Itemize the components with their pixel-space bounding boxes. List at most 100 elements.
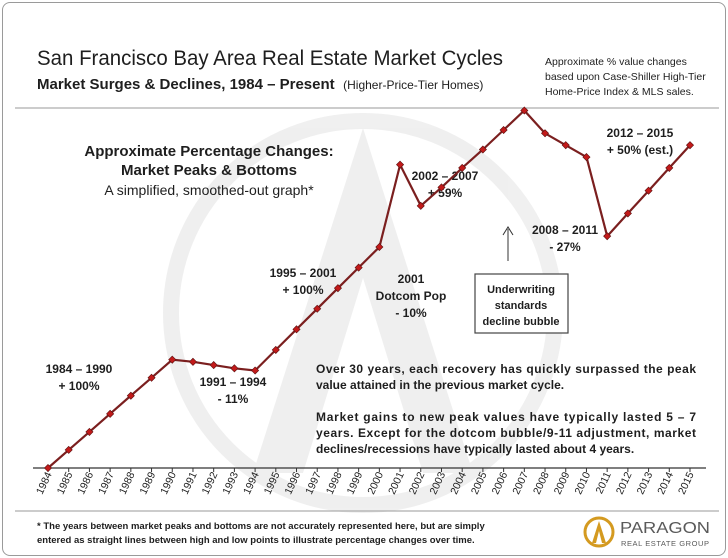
data-point-2008 (541, 129, 550, 138)
data-point-2007 (520, 106, 529, 115)
x-tick-label-1998: 1998 (324, 470, 345, 496)
x-tick-label-1991: 1991 (179, 470, 200, 496)
data-point-2010 (582, 153, 591, 162)
x-tick-label-2010: 2010 (572, 470, 593, 496)
data-point-1999 (354, 263, 363, 272)
x-tick-label-1985: 1985 (55, 470, 76, 496)
x-tick-label-1989: 1989 (138, 470, 159, 496)
annotation-2001-change: - 10% (395, 306, 427, 320)
data-point-1993 (230, 364, 239, 373)
underwriting-box (474, 273, 569, 334)
logo-mark-icon-inner (592, 521, 606, 543)
intro-subheading: A simplified, smoothed-out graph* (104, 182, 314, 198)
intro-heading-line: Approximate Percentage Changes: (84, 143, 333, 160)
callout-arrow-head (502, 226, 514, 236)
x-tick-label-1990: 1990 (158, 470, 179, 496)
header-note-line: Approximate % value changes (545, 56, 687, 68)
data-point-2011 (603, 232, 612, 241)
data-point-2002 (416, 201, 425, 210)
intro-block: Approximate Percentage Changes: Market P… (84, 143, 333, 198)
data-point-2009 (561, 141, 570, 150)
subtitle-main: Market Surges & Declines, 1984 – Present (37, 76, 335, 93)
body-paragraph-line: Market gains to new peak values have typ… (316, 410, 696, 424)
data-point-1995 (271, 345, 280, 354)
annotation-1995-2001-change: + 100% (282, 283, 323, 297)
annotation-1995-2001-years: 1995 – 2001 (270, 266, 337, 280)
x-axis-tick-labels: 1984 1985 1986 1987 1988 1989 1990 1991 1992 1993… (34, 470, 697, 496)
data-point-1996 (292, 325, 301, 334)
annotation-2012-2015-years: 2012 – 2015 (607, 126, 674, 140)
underwriting-callout: Underwriting standards decline bubble (474, 226, 569, 334)
data-point-2000 (375, 242, 384, 252)
chart-canvas: San Francisco Bay Area Real Estate Marke… (15, 47, 719, 548)
data-point-2005 (478, 145, 487, 154)
subtitle-paren: (Higher-Price-Tier Homes) (343, 78, 483, 92)
annotation-2001-label: Dotcom Pop (376, 289, 447, 303)
body-paragraph-line: Over 30 years, each recovery has quickly… (316, 362, 696, 376)
x-tick-label-2000: 2000 (365, 470, 386, 496)
data-point-1989 (147, 373, 156, 382)
paragon-logo: PARAGON REAL ESTATE GROUP (583, 516, 710, 548)
annotation-2012-2015-change: + 50% (est.) (607, 143, 673, 157)
logo-mark-icon (583, 516, 615, 548)
data-point-2003 (437, 183, 446, 192)
data-point-1987 (106, 409, 115, 418)
header-note-line: based upon Case-Shiller High-Tier (545, 71, 706, 83)
data-point-1990 (168, 355, 177, 364)
underwriting-line: Underwriting (487, 284, 555, 296)
x-tick-label-2014: 2014 (655, 470, 676, 496)
data-point-2006 (499, 125, 508, 135)
data-point-2013 (644, 186, 653, 195)
data-point-2014 (665, 163, 674, 172)
data-point-2012 (623, 209, 632, 218)
data-point-1986 (85, 427, 94, 436)
x-tick-label-2013: 2013 (635, 470, 656, 496)
data-point-2001 (396, 160, 405, 169)
x-tick-label-1986: 1986 (75, 470, 96, 496)
underwriting-line: decline bubble (482, 316, 559, 328)
data-point-1994 (251, 366, 260, 375)
chart-subtitle: Market Surges & Declines, 1984 – Present… (37, 76, 483, 93)
annotation-2002-2007-years: 2002 – 2007 (412, 169, 479, 183)
annotation-1991-1994-change: - 11% (218, 392, 249, 406)
series-markers (43, 106, 695, 473)
annotation-2008-2011-change: - 27% (549, 240, 581, 254)
data-point-1992 (209, 361, 218, 370)
annotation-1984-1990-years: 1984 – 1990 (46, 362, 113, 376)
annotation-2002-2007-change: + 59% (428, 186, 463, 200)
data-point-1988 (126, 391, 135, 400)
annotation-1991-1994-years: 1991 – 1994 (200, 375, 267, 389)
x-tick-label-2008: 2008 (531, 470, 552, 496)
body-text: Over 30 years, each recovery has quickly… (316, 362, 696, 456)
underwriting-line: standards (495, 300, 548, 312)
header-note: Approximate % value changes based upon C… (545, 56, 706, 98)
data-point-1997 (313, 304, 322, 313)
data-point-1985 (64, 445, 73, 454)
footnote: * The years between market peaks and bot… (37, 521, 485, 546)
x-tick-label-2006: 2006 (490, 470, 511, 496)
x-tick-label-2007: 2007 (510, 470, 531, 496)
body-paragraph-line: years. Except for the dotcom bubble/9-11… (316, 426, 696, 440)
footnote-line: * The years between market peaks and bot… (37, 521, 485, 532)
x-tick-label-1999: 1999 (345, 470, 366, 496)
data-point-1998 (333, 284, 342, 293)
body-paragraph-line: declines/recessions have typically laste… (316, 442, 634, 456)
x-tick-label-2009: 2009 (552, 470, 573, 496)
x-tick-label-2011: 2011 (593, 470, 613, 496)
x-tick-label-1984: 1984 (34, 470, 55, 496)
annotation-1984-1990-change: + 100% (58, 379, 99, 393)
data-point-1991 (188, 357, 197, 366)
chart-title: San Francisco Bay Area Real Estate Marke… (37, 47, 503, 70)
footnote-line: entered as straight lines between high a… (37, 535, 475, 546)
x-tick-label-1988: 1988 (117, 470, 138, 496)
cycle-annotations: 1984 – 1990 + 100% 1991 – 1994 - 11% 199… (46, 126, 674, 406)
logo-name: PARAGON (620, 520, 710, 537)
annotation-2008-2011-years: 2008 – 2011 (532, 223, 598, 237)
x-tick-label-1993: 1993 (220, 470, 241, 496)
data-point-2004 (458, 163, 467, 172)
header-note-line: Home-Price Index & MLS sales. (545, 86, 694, 98)
x-tick-label-2015: 2015 (676, 470, 697, 496)
x-tick-label-2012: 2012 (614, 470, 635, 496)
data-point-1984 (43, 463, 53, 473)
